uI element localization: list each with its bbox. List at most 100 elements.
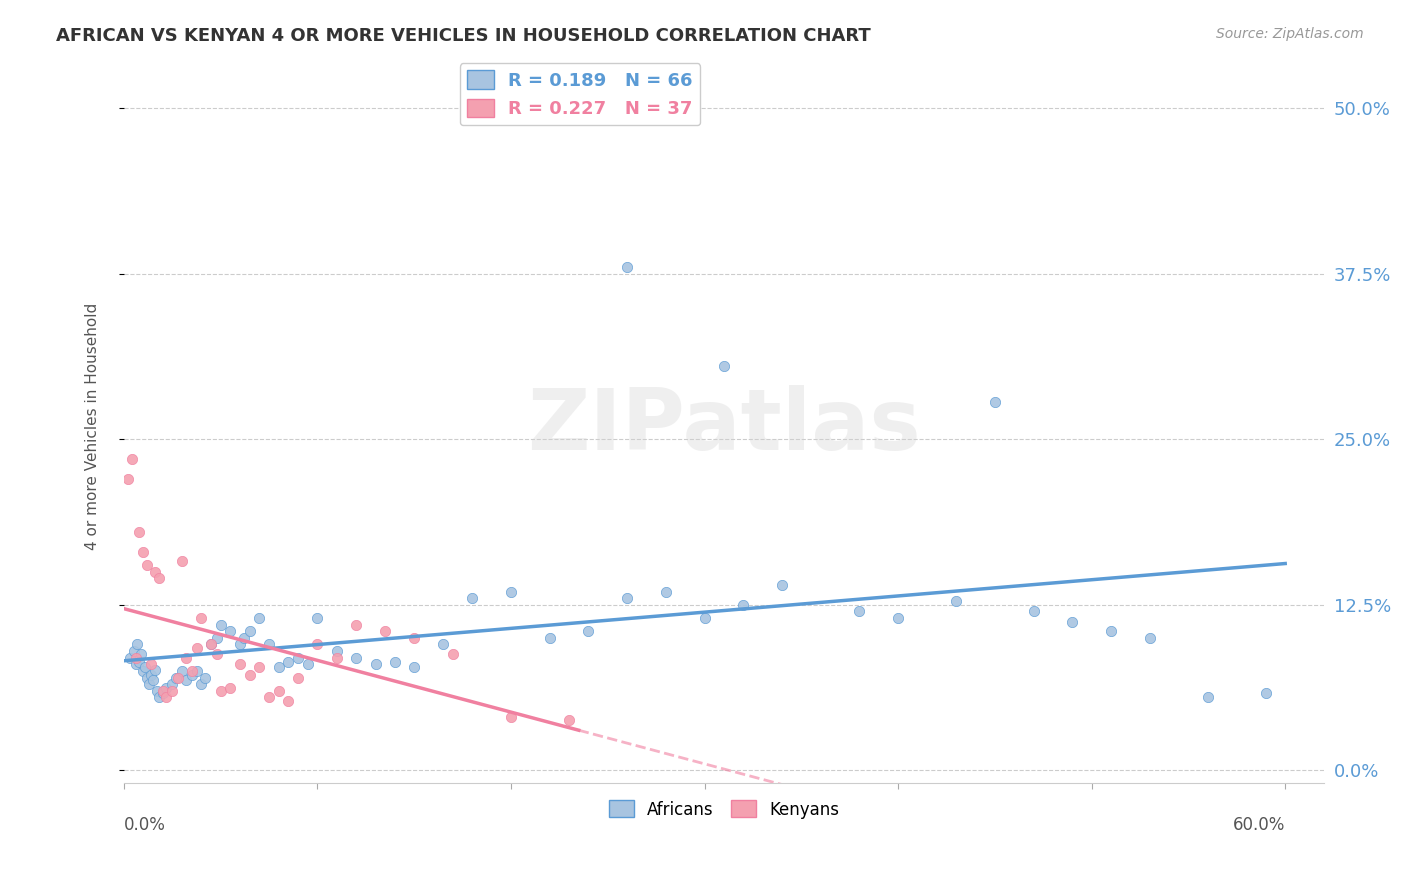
Point (848, 604, 870, 618)
Point (117, 472, 139, 486)
Point (180, 664, 202, 678)
Point (200, 637, 222, 651)
Point (404, 660, 426, 674)
Point (1099, 624, 1122, 639)
Point (127, 637, 149, 651)
Point (232, 631, 254, 645)
Point (194, 671, 217, 685)
Point (209, 617, 232, 632)
Point (1197, 690, 1219, 705)
Point (374, 624, 396, 639)
Point (138, 677, 160, 691)
Text: ZIPatlas: ZIPatlas (527, 384, 921, 467)
Point (287, 671, 309, 685)
Point (1022, 604, 1045, 618)
Point (945, 594, 967, 608)
Point (132, 545, 155, 559)
Point (143, 663, 166, 677)
Point (616, 591, 638, 606)
Point (190, 611, 212, 625)
Point (404, 631, 426, 645)
Point (499, 710, 522, 724)
Point (174, 673, 197, 688)
Point (239, 624, 262, 639)
Point (170, 554, 193, 568)
Point (1062, 615, 1084, 629)
Point (713, 359, 735, 374)
Point (200, 637, 222, 651)
Point (384, 655, 406, 669)
Y-axis label: 4 or more Vehicles in Household: 4 or more Vehicles in Household (86, 302, 100, 549)
Point (124, 657, 146, 672)
Point (297, 657, 319, 672)
Point (167, 671, 190, 685)
Point (267, 683, 290, 698)
Point (205, 631, 228, 645)
Point (219, 624, 242, 639)
Point (558, 713, 581, 727)
Point (432, 637, 454, 651)
Point (155, 690, 177, 705)
Point (148, 571, 170, 585)
Point (209, 683, 232, 698)
Point (287, 650, 309, 665)
Point (190, 677, 212, 691)
Point (239, 668, 262, 682)
Point (139, 668, 162, 682)
Point (733, 598, 755, 612)
Point (148, 690, 170, 705)
Point (134, 660, 156, 674)
Point (219, 681, 242, 695)
Point (142, 673, 165, 688)
Point (616, 260, 638, 274)
Point (307, 637, 329, 651)
Point (441, 647, 464, 661)
Point (344, 650, 367, 665)
Point (499, 584, 522, 599)
Point (257, 637, 280, 651)
Text: 0.0%: 0.0% (124, 815, 166, 834)
Point (578, 624, 600, 639)
Point (461, 591, 484, 606)
Point (887, 611, 910, 625)
Point (229, 637, 252, 651)
Legend: Africans, Kenyans: Africans, Kenyans (602, 794, 845, 825)
Point (118, 650, 141, 665)
Point (186, 664, 208, 678)
Point (131, 647, 153, 661)
Point (128, 655, 150, 669)
Point (136, 558, 159, 572)
Point (655, 584, 678, 599)
Point (139, 657, 162, 672)
Point (152, 683, 174, 698)
Point (121, 452, 143, 467)
Text: AFRICAN VS KENYAN 4 OR MORE VEHICLES IN HOUSEHOLD CORRELATION CHART: AFRICAN VS KENYAN 4 OR MORE VEHICLES IN … (56, 27, 870, 45)
Point (124, 650, 146, 665)
Point (984, 395, 1007, 409)
Point (205, 647, 228, 661)
Point (122, 644, 145, 658)
Point (170, 664, 193, 678)
Point (136, 671, 159, 685)
Point (344, 617, 367, 632)
Point (165, 671, 187, 685)
Point (180, 668, 202, 682)
Point (277, 655, 299, 669)
Point (1139, 631, 1161, 645)
Text: Source: ZipAtlas.com: Source: ZipAtlas.com (1216, 27, 1364, 41)
Point (307, 611, 329, 625)
Point (162, 683, 184, 698)
Point (267, 660, 290, 674)
Point (770, 578, 793, 592)
Point (143, 565, 166, 579)
Point (277, 694, 299, 708)
Point (174, 650, 197, 665)
Point (146, 683, 169, 698)
Point (155, 681, 177, 695)
Point (128, 524, 150, 539)
Point (162, 677, 184, 691)
Point (247, 660, 270, 674)
Point (538, 631, 561, 645)
Point (326, 650, 349, 665)
Point (152, 686, 174, 700)
